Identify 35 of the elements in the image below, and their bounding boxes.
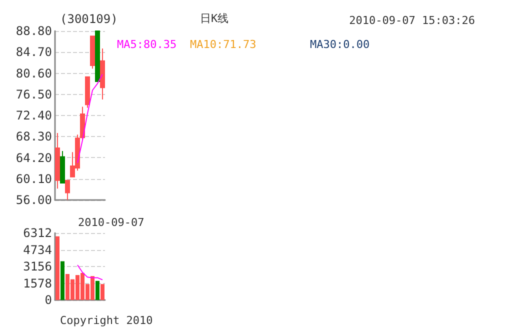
y-tick-label: 76.50 [16, 87, 52, 102]
y-tick-label: 88.80 [16, 24, 52, 38]
text: 2010-09-07 15:03:26 [349, 14, 476, 27]
candlestick [90, 36, 95, 70]
text: MA5:80.35 [117, 38, 177, 51]
y-tick-label: 4734 [23, 242, 52, 257]
bar [56, 236, 60, 300]
line-series [77, 264, 103, 280]
candlestick [85, 76, 90, 108]
candlestick [60, 150, 65, 184]
y-tick-label: 0 [44, 293, 52, 307]
y-tick-label: 1578 [23, 276, 52, 290]
text: 日K线 [200, 12, 229, 25]
text: MA30:0.00 [310, 38, 370, 51]
text: Copyright 2010 [60, 314, 153, 327]
y-tick-label: 80.60 [16, 66, 52, 80]
candlestick [95, 30, 100, 82]
bar [96, 280, 100, 300]
y-tick-label: 3156 [23, 260, 52, 274]
bar [60, 261, 64, 300]
y-tick-label: 68.30 [16, 130, 52, 144]
text: MA10:71.73 [190, 38, 256, 51]
y-tick-label: 56.00 [16, 193, 52, 207]
candlestick [65, 180, 70, 200]
y-tick-label: 60.10 [16, 172, 52, 186]
bar [100, 284, 104, 300]
candlestick [55, 132, 60, 190]
y-tick-label: 84.70 [16, 45, 52, 60]
chart-title: (300109) [60, 12, 118, 26]
candlestick [100, 48, 105, 100]
line-series [77, 74, 103, 164]
y-tick-label: 6312 [23, 226, 52, 240]
text: 2010-09-07 [78, 216, 144, 229]
y-tick-label: 64.20 [16, 150, 52, 165]
y-tick-label: 72.40 [16, 108, 52, 122]
